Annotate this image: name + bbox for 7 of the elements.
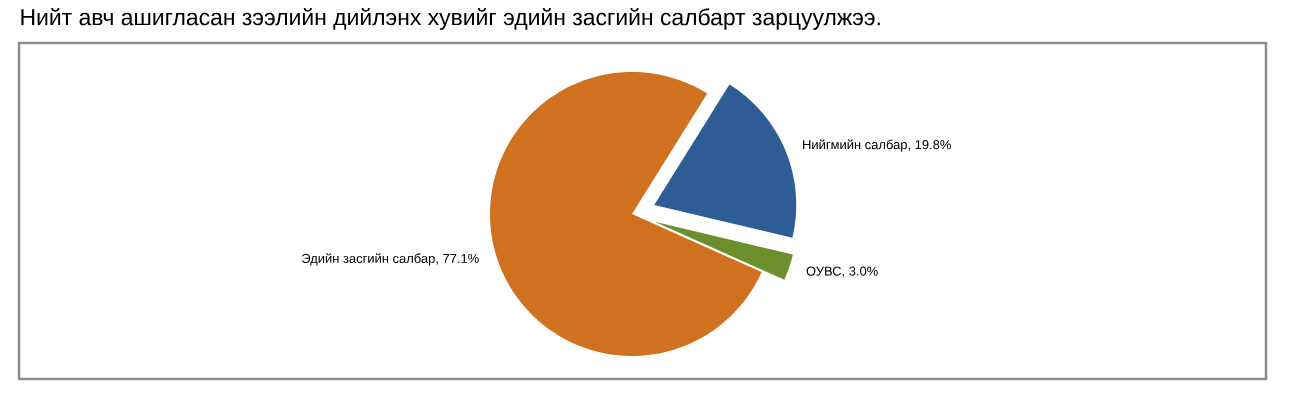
chart-title: Нийт авч ашигласан зээлийн дийлэнх хувийг эдийн засгийн салбарт зарцуулжээ. <box>21 8 880 30</box>
slice-label: ОУВС <box>806 266 842 276</box>
data-label: , 77.1% <box>436 253 479 265</box>
slice-label: Эдийн засгийн салбар <box>302 253 435 266</box>
slice-label: Нийгмийн салбар <box>803 139 907 152</box>
data-label: , 19.8% <box>908 140 951 151</box>
data-label: , 3.0% <box>842 266 878 278</box>
